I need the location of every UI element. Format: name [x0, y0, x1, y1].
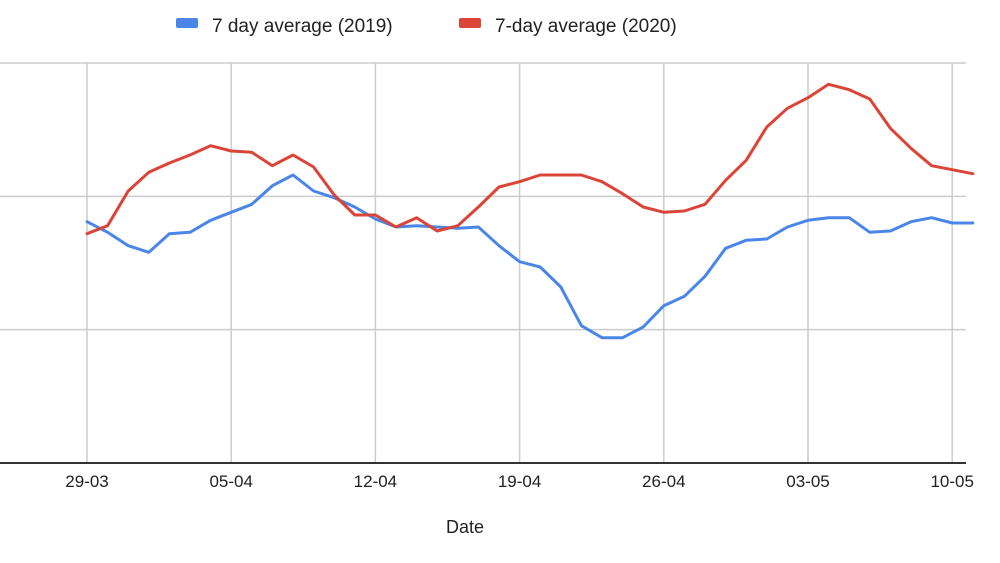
legend-label-2019: 7 day average (2019)	[212, 16, 393, 37]
series-lines	[85, 82, 975, 340]
series-line-2019	[85, 173, 975, 340]
x-tick-label: 26-04	[642, 472, 685, 491]
gridlines	[0, 62, 966, 463]
legend-item-2020[interactable]: 7-day average (2020)	[459, 16, 677, 37]
x-tick-label: 19-04	[498, 472, 541, 491]
x-tick-label: 03-05	[786, 472, 829, 491]
legend-swatch-2020	[459, 18, 481, 28]
x-tick-labels: 29-03 05-04 12-04 19-04 26-04 03-05 10-05	[65, 472, 974, 491]
legend-label-2020: 7-day average (2020)	[495, 16, 677, 37]
x-axis-title: Date	[446, 517, 484, 537]
x-tick-label: 05-04	[209, 472, 252, 491]
legend-item-2019[interactable]: 7 day average (2019)	[176, 16, 393, 37]
x-tick-label: 10-05	[930, 472, 973, 491]
legend: 7 day average (2019) 7-day average (2020…	[176, 16, 677, 37]
legend-swatch-2019	[176, 18, 198, 28]
x-tick-label: 29-03	[65, 472, 108, 491]
series-line-2020	[85, 82, 975, 236]
x-tick-label: 12-04	[354, 472, 397, 491]
